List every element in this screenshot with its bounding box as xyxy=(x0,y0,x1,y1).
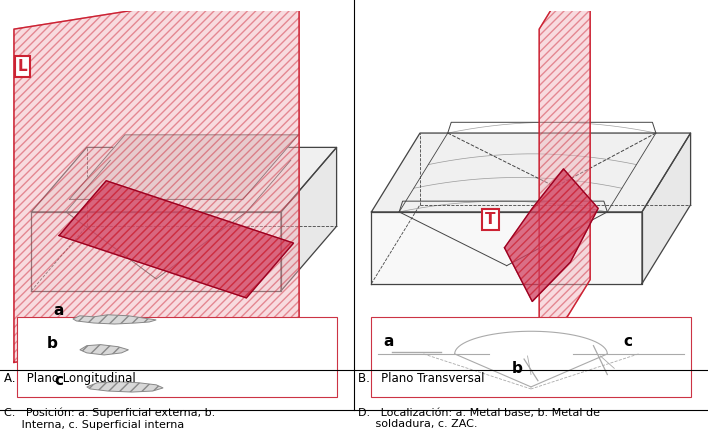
Polygon shape xyxy=(31,212,281,291)
Text: T: T xyxy=(486,211,496,227)
Text: c: c xyxy=(624,334,633,349)
Polygon shape xyxy=(505,169,598,302)
Polygon shape xyxy=(31,147,336,212)
Polygon shape xyxy=(59,181,294,298)
Polygon shape xyxy=(372,133,690,212)
Text: c: c xyxy=(55,373,64,388)
Polygon shape xyxy=(69,135,298,199)
Text: L: L xyxy=(18,59,28,74)
Text: C.   Posición: a. Superficial externa, b.
     Interna, c. Superficial interna: C. Posición: a. Superficial externa, b. … xyxy=(4,408,215,430)
Text: D.   Localización: a. Metal base, b. Metal de
     soldadura, c. ZAC.: D. Localización: a. Metal base, b. Metal… xyxy=(358,408,600,429)
Text: B.   Plano Transversal: B. Plano Transversal xyxy=(358,372,484,385)
Text: b: b xyxy=(512,361,523,376)
Polygon shape xyxy=(87,382,163,392)
Polygon shape xyxy=(281,147,336,291)
Bar xyxy=(372,317,690,397)
Polygon shape xyxy=(73,315,156,324)
Polygon shape xyxy=(372,212,642,284)
Polygon shape xyxy=(80,345,128,355)
Text: b: b xyxy=(47,336,57,351)
Text: a: a xyxy=(384,334,394,349)
Text: a: a xyxy=(54,303,64,318)
Polygon shape xyxy=(539,0,590,362)
Polygon shape xyxy=(642,133,690,284)
Text: A.   Plano Longitudinal: A. Plano Longitudinal xyxy=(4,372,135,385)
Polygon shape xyxy=(14,0,299,362)
Bar xyxy=(18,317,336,397)
